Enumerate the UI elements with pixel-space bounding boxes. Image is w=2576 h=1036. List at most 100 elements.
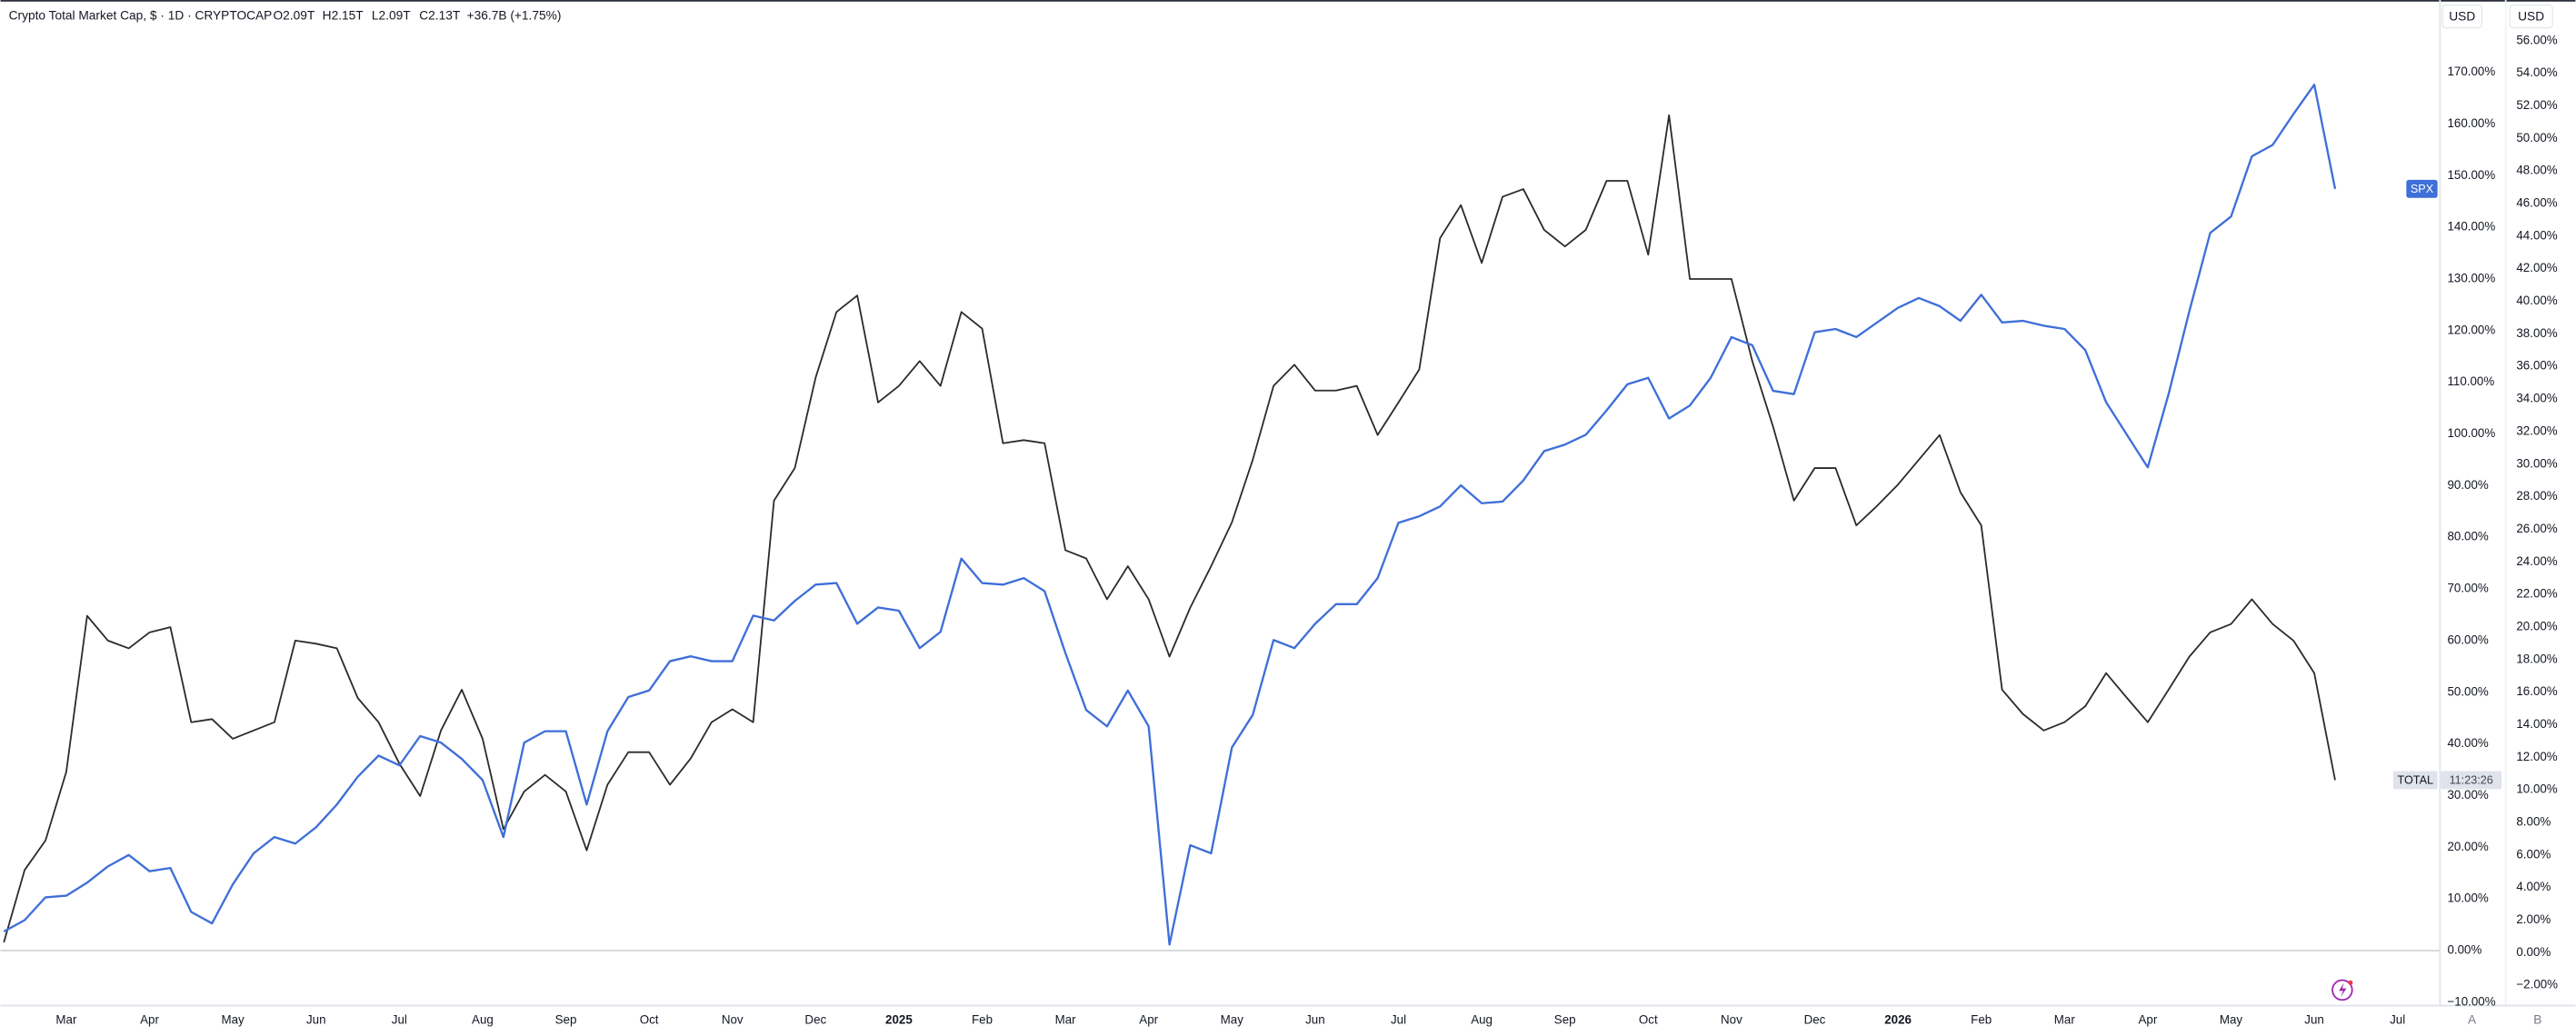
x-tick-label: Sep — [555, 1012, 577, 1026]
icon-dot — [2348, 980, 2353, 985]
legend-header: Crypto Total Market Cap, $ · 1D · CRYPTO… — [9, 9, 562, 23]
x-tick-label: Mar — [2054, 1012, 2076, 1026]
y2-tick-label: 6.00% — [2516, 847, 2551, 861]
x-tick-label: Mar — [1055, 1012, 1077, 1026]
x-tick-label: Aug — [472, 1012, 494, 1026]
y2-tick-label: 30.00% — [2516, 456, 2557, 470]
y2-tick-label: 0.00% — [2516, 945, 2551, 959]
low-value: L2.09T — [372, 9, 411, 23]
x-tick-label: Apr — [140, 1012, 159, 1026]
y-tick-label: 80.00% — [2447, 530, 2488, 543]
y2-tick-label: 44.00% — [2516, 228, 2557, 242]
y2-tick-label: 22.00% — [2516, 587, 2557, 601]
y2-tick-label: 38.00% — [2516, 326, 2557, 340]
x-tick-label: Jul — [1391, 1012, 1406, 1026]
symbol-title[interactable]: Crypto Total Market Cap, $ · 1D · CRYPTO… — [9, 9, 273, 23]
y2-tick-label: 40.00% — [2516, 294, 2557, 307]
x-tick-label: Jun — [1305, 1012, 1325, 1026]
y2-tick-label: 14.00% — [2516, 717, 2557, 731]
x-tick-label: 2025 — [885, 1012, 913, 1026]
x-tick-label: Jul — [2390, 1012, 2405, 1026]
currency-button[interactable] — [2509, 4, 2553, 29]
y-tick-label: 100.00% — [2447, 426, 2495, 440]
x-tick-label: May — [222, 1012, 245, 1026]
y-tick-label: 130.00% — [2447, 272, 2495, 285]
scale-mode-button[interactable]: A — [2468, 1012, 2477, 1026]
series-tag-bg — [2406, 179, 2438, 198]
y2-tick-label: 36.00% — [2516, 359, 2557, 373]
y2-tick-label: 10.00% — [2516, 782, 2557, 796]
icon-bolt[interactable] — [2339, 982, 2347, 998]
x-tick-label: Apr — [1139, 1012, 1158, 1026]
y2-tick-label: 8.00% — [2516, 814, 2551, 828]
y2-tick-label: 16.00% — [2516, 684, 2557, 698]
series-line — [3, 84, 2337, 946]
y2-tick-label: 46.00% — [2516, 196, 2557, 210]
countdown-bg — [2441, 771, 2502, 790]
y2-tick-label: 24.00% — [2516, 554, 2557, 568]
series-tag-bg — [2392, 771, 2438, 790]
x-tick-label: May — [1221, 1012, 1244, 1026]
y-tick-label: −10.00% — [2447, 994, 2495, 1008]
y-tick-label: 170.00% — [2447, 65, 2495, 78]
y2-tick-label: 54.00% — [2516, 65, 2557, 79]
series-line — [3, 114, 2336, 943]
change-value: +36.7B (+1.75%) — [467, 9, 562, 23]
currency-label[interactable]: USD — [2518, 10, 2544, 24]
x-tick-label: Feb — [972, 1012, 993, 1026]
x-tick-label: May — [2220, 1012, 2243, 1026]
y-tick-label: 160.00% — [2447, 116, 2495, 130]
x-tick-label: Jun — [2304, 1012, 2324, 1026]
y-tick-label: 40.00% — [2447, 736, 2488, 750]
countdown: 11:23:26 — [2450, 773, 2493, 786]
y2-tick-label: 42.00% — [2516, 261, 2557, 274]
y2-tick-label: 18.00% — [2516, 652, 2557, 665]
open-value: O2.09T — [273, 9, 315, 23]
y2-tick-label: 34.00% — [2516, 392, 2557, 405]
y2-tick-label: 50.00% — [2516, 131, 2557, 144]
y-tick-label: 0.00% — [2447, 943, 2481, 957]
icon-circle[interactable] — [2331, 979, 2353, 1001]
x-tick-label: 2026 — [1884, 1012, 1912, 1026]
y-tick-label: 110.00% — [2447, 374, 2494, 388]
y2-tick-label: 4.00% — [2516, 880, 2551, 893]
x-tick-label: Apr — [2138, 1012, 2157, 1026]
x-tick-label: Oct — [1639, 1012, 1658, 1026]
currency-label[interactable]: USD — [2449, 10, 2475, 24]
x-tick-label: Feb — [1971, 1012, 1992, 1026]
replay-icon[interactable] — [2331, 979, 2353, 1001]
y-tick-label: 70.00% — [2447, 582, 2488, 595]
high-value: H2.15T — [323, 9, 364, 23]
series-tag: SPX — [2411, 183, 2434, 195]
y2-tick-label: 2.00% — [2516, 912, 2551, 926]
y2-tick-label: 20.00% — [2516, 619, 2557, 633]
y2-tick-label: 32.00% — [2516, 423, 2557, 437]
currency-button[interactable] — [2441, 4, 2482, 29]
y2-tick-label: 56.00% — [2516, 33, 2557, 46]
y2-tick-label: −2.00% — [2516, 978, 2558, 991]
x-tick-label: Aug — [1471, 1012, 1493, 1026]
y-tick-label: 120.00% — [2447, 323, 2495, 336]
y-tick-label: 140.00% — [2447, 220, 2495, 234]
y-tick-label: 50.00% — [2447, 684, 2488, 698]
y2-tick-label: 26.00% — [2516, 522, 2557, 535]
y-tick-label: 30.00% — [2447, 788, 2488, 802]
y-tick-label: 90.00% — [2447, 478, 2488, 492]
series-tag: TOTAL — [2398, 773, 2434, 786]
scale-mode-button[interactable]: B — [2533, 1012, 2541, 1026]
x-tick-label: Mar — [55, 1012, 77, 1026]
y-tick-label: 10.00% — [2447, 892, 2488, 905]
x-tick-label: Jun — [306, 1012, 326, 1026]
y2-tick-label: 12.00% — [2516, 750, 2557, 763]
x-tick-label: Oct — [640, 1012, 659, 1026]
y-tick-label: 150.00% — [2447, 168, 2495, 182]
x-tick-label: Dec — [1804, 1012, 1826, 1026]
y2-tick-label: 48.00% — [2516, 164, 2557, 177]
x-tick-label: Jul — [392, 1012, 407, 1026]
x-tick-label: Nov — [1721, 1012, 1742, 1026]
x-tick-label: Nov — [722, 1012, 744, 1026]
close-value: C2.13T — [419, 9, 461, 23]
